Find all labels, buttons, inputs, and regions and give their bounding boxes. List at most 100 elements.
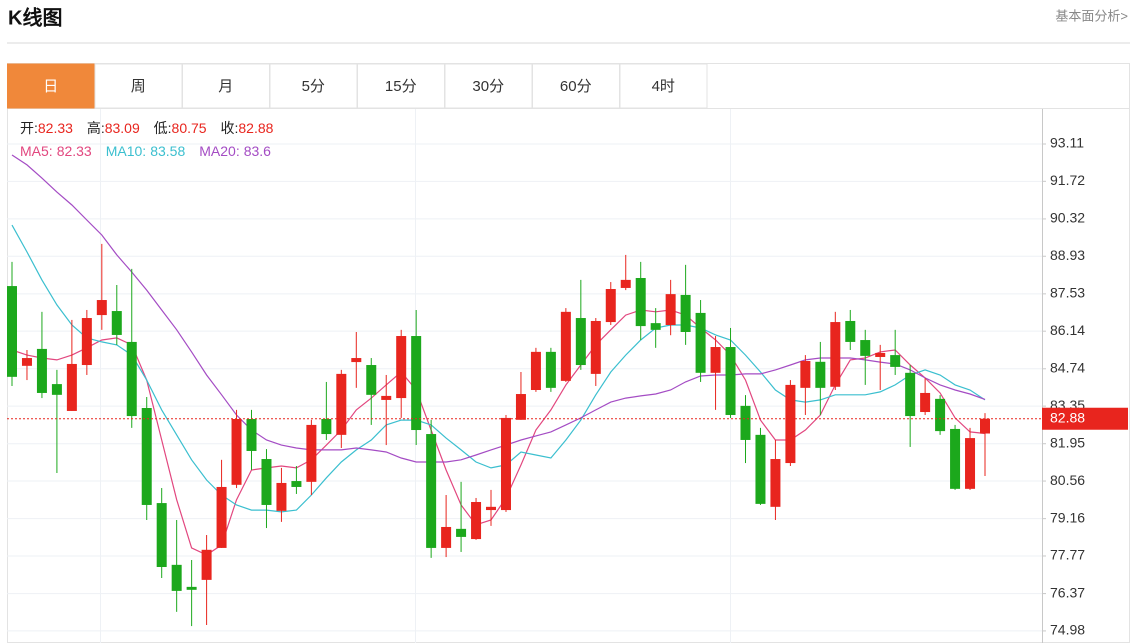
candle-body (935, 398, 946, 432)
candle-body (471, 501, 482, 540)
info-label: 高: (87, 120, 105, 136)
candle-body (396, 336, 407, 399)
tab[interactable] (532, 63, 620, 109)
tab-label[interactable]: 5分 (302, 78, 325, 95)
candle-body (920, 392, 931, 413)
candle-body (201, 549, 212, 580)
candle-body (590, 320, 601, 374)
candle-body (7, 286, 17, 377)
candle-body (950, 428, 961, 489)
info-value: 80.75 (172, 120, 207, 136)
candle-body (171, 564, 182, 591)
tab[interactable] (7, 63, 95, 109)
candle-body (261, 459, 272, 505)
candle-body (815, 361, 826, 388)
candle-body (965, 438, 976, 489)
tab-label[interactable]: 日 (43, 78, 58, 95)
y-tick-label: 80.56 (1050, 472, 1085, 488)
tab-label[interactable]: 月 (218, 78, 233, 95)
candle-body (575, 318, 586, 366)
candle-body (51, 384, 62, 395)
y-tick-label: 77.77 (1050, 547, 1085, 563)
candle-body (336, 373, 347, 435)
candle-body (785, 384, 796, 464)
tab[interactable] (357, 63, 445, 109)
candle-body (21, 358, 32, 366)
tab-label[interactable]: 周 (131, 78, 146, 95)
candle-body (500, 417, 511, 511)
tab[interactable] (444, 63, 533, 109)
candle-body (276, 482, 287, 511)
candle-body (291, 481, 302, 487)
ohlc-info: 开:82.33 高:83.09 低:80.75 收:82.88 (20, 120, 274, 136)
info-label: 低: (154, 120, 172, 136)
candle-body (126, 341, 137, 417)
legend-value: 83.58 (150, 143, 185, 159)
ma-line (11, 224, 986, 513)
candle-body (860, 340, 871, 356)
candle-body (156, 503, 167, 567)
candle-body (186, 586, 197, 590)
candle-body (96, 300, 107, 316)
y-tick-label: 87.53 (1050, 285, 1085, 301)
candle-body (351, 358, 362, 363)
y-tick-label: 81.95 (1050, 434, 1085, 450)
tab[interactable] (269, 63, 358, 109)
tab[interactable] (619, 63, 708, 109)
candle-body (381, 395, 392, 400)
candle-body (545, 351, 556, 388)
candle-body (306, 424, 317, 482)
candle-body (755, 434, 766, 504)
tab-label[interactable]: 30分 (472, 78, 504, 95)
legend-name: MA5: (20, 143, 53, 159)
candle-body (530, 351, 541, 391)
candle-body (890, 355, 901, 367)
page-title: K线图 (8, 5, 62, 29)
candle-body (725, 347, 736, 415)
y-tick-label: 76.37 (1050, 584, 1085, 600)
candle-body (605, 289, 616, 323)
tab-label[interactable]: 15分 (385, 78, 417, 95)
last-price-label: 82.88 (1050, 409, 1085, 425)
candle-body (980, 418, 990, 434)
candle-body (486, 506, 497, 511)
y-tick-label: 91.72 (1050, 172, 1085, 188)
legend-value: 82.33 (57, 143, 92, 159)
ma-line (11, 309, 986, 556)
candle-body (620, 279, 631, 288)
candle-body (231, 419, 242, 485)
candle-body (411, 336, 422, 431)
tab-label[interactable]: 4时 (652, 78, 675, 95)
y-tick-label: 88.93 (1050, 247, 1085, 263)
info-label: 开: (20, 120, 38, 136)
candle-body (441, 526, 452, 548)
y-tick-label: 93.11 (1050, 135, 1084, 151)
legend-name: MA10: (106, 143, 146, 159)
legend-name: MA20: (199, 143, 239, 159)
info-label: 收: (220, 120, 238, 136)
candle-body (740, 405, 751, 440)
candle-body (770, 459, 781, 507)
candle-body (426, 434, 437, 548)
candle-body (66, 363, 77, 411)
fundamental-link[interactable]: 基本面分析> (1055, 8, 1128, 23)
candle-body (905, 372, 916, 417)
info-value: 83.09 (105, 120, 140, 136)
candle-body (800, 360, 811, 388)
candle-body (650, 323, 661, 330)
candle-body (680, 294, 691, 332)
ma-legend: MA5: 82.33 MA10: 83.58 MA20: 83.6 (20, 143, 271, 159)
candle-body (366, 365, 377, 395)
y-tick-label: 90.32 (1050, 210, 1085, 226)
y-tick-label: 79.16 (1050, 509, 1085, 525)
candle-body (111, 311, 122, 335)
info-value: 82.88 (238, 120, 273, 136)
candle-body (845, 320, 856, 342)
tab-label[interactable]: 60分 (560, 78, 592, 95)
tab[interactable] (182, 63, 270, 109)
last-price-box (1042, 407, 1128, 430)
candle-body (36, 348, 47, 393)
candle-body (246, 419, 257, 451)
info-value: 82.33 (38, 120, 73, 136)
